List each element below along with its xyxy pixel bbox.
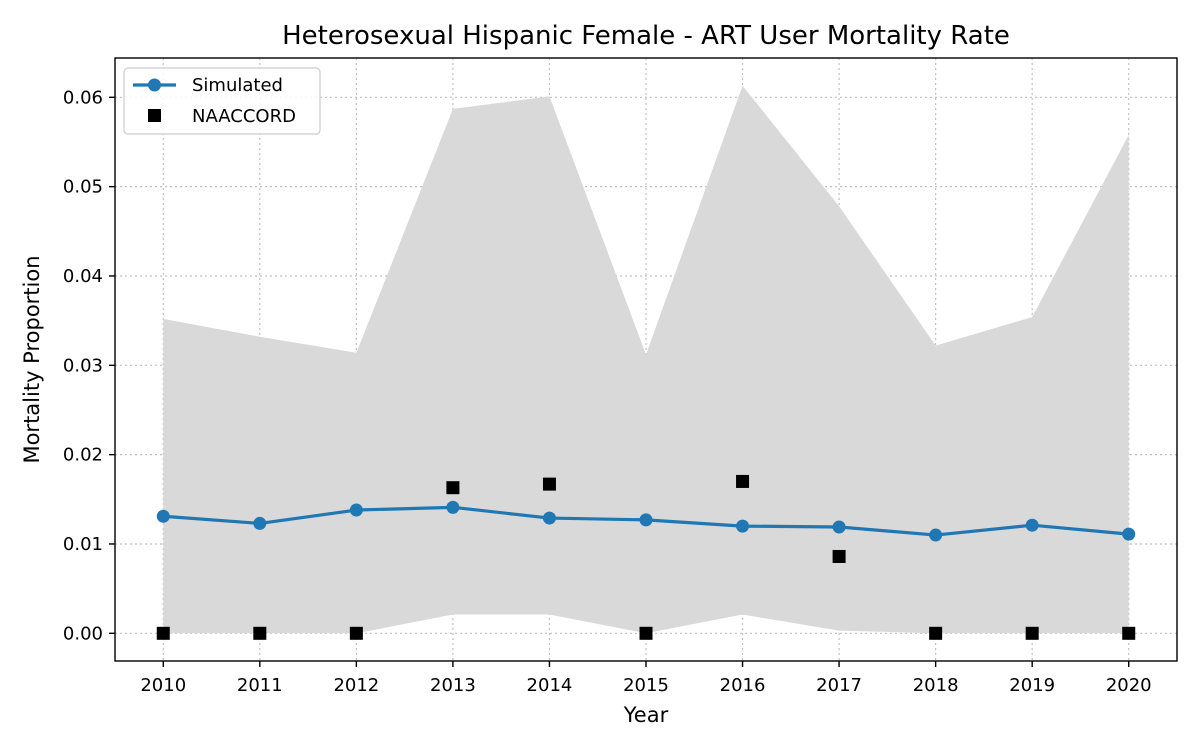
simulated-point xyxy=(832,520,846,534)
naaccord-point xyxy=(349,626,363,640)
simulated-point xyxy=(929,528,943,542)
x-tick-label: 2019 xyxy=(1009,675,1055,696)
naaccord-point xyxy=(1122,626,1136,640)
naaccord-point xyxy=(446,481,460,495)
naaccord-point xyxy=(832,549,846,563)
x-axis-label: Year xyxy=(623,703,669,727)
naaccord-point xyxy=(156,626,170,640)
legend-simulated-marker xyxy=(148,78,161,92)
y-axis-label: Mortality Proportion xyxy=(20,255,44,463)
x-tick-label: 2011 xyxy=(237,675,283,696)
simulated-point xyxy=(1122,527,1136,541)
x-tick-label: 2015 xyxy=(623,675,669,696)
x-tick-label: 2018 xyxy=(913,675,959,696)
x-tick-label: 2013 xyxy=(430,675,476,696)
simulated-point xyxy=(639,513,653,527)
naaccord-point xyxy=(736,474,750,488)
y-tick-label: 0.05 xyxy=(63,177,103,198)
naaccord-point xyxy=(639,626,653,640)
y-tick-label: 0.04 xyxy=(63,266,103,287)
naaccord-point xyxy=(929,626,943,640)
y-tick-label: 0.00 xyxy=(63,623,103,644)
naaccord-point xyxy=(253,626,267,640)
simulated-point xyxy=(736,519,750,533)
naaccord-point xyxy=(542,477,556,491)
x-tick-label: 2016 xyxy=(720,675,766,696)
y-tick-label: 0.06 xyxy=(63,87,103,108)
simulated-point xyxy=(1025,518,1039,532)
confidence-band-layer xyxy=(163,85,1129,634)
y-tick-label: 0.03 xyxy=(63,355,103,376)
x-tick-label: 2020 xyxy=(1106,675,1152,696)
simulated-point xyxy=(446,500,460,514)
series-layer xyxy=(156,474,1136,640)
chart-title: Heterosexual Hispanic Female - ART User … xyxy=(282,21,1010,51)
y-tick-label: 0.02 xyxy=(63,445,103,466)
simulated-point xyxy=(349,503,363,517)
legend-simulated-label: Simulated xyxy=(192,75,283,96)
simulated-point xyxy=(542,511,556,525)
simulated-point xyxy=(253,516,267,530)
simulated-point xyxy=(156,509,170,523)
legend: Simulated NAACCORD xyxy=(123,67,321,135)
x-tick-label: 2010 xyxy=(140,675,186,696)
y-tick-label: 0.01 xyxy=(63,534,103,555)
x-tick-label: 2017 xyxy=(816,675,862,696)
x-tick-label: 2012 xyxy=(333,675,379,696)
naaccord-point xyxy=(1025,626,1039,640)
confidence-band xyxy=(163,85,1129,634)
ticks-layer: 2010 2011 2012 2013 2014 2015 2016 2017 2018 2019… xyxy=(63,87,1152,696)
x-tick-label: 2014 xyxy=(527,675,573,696)
legend-naaccord-marker xyxy=(148,109,161,122)
legend-naaccord-label: NAACCORD xyxy=(192,106,296,127)
